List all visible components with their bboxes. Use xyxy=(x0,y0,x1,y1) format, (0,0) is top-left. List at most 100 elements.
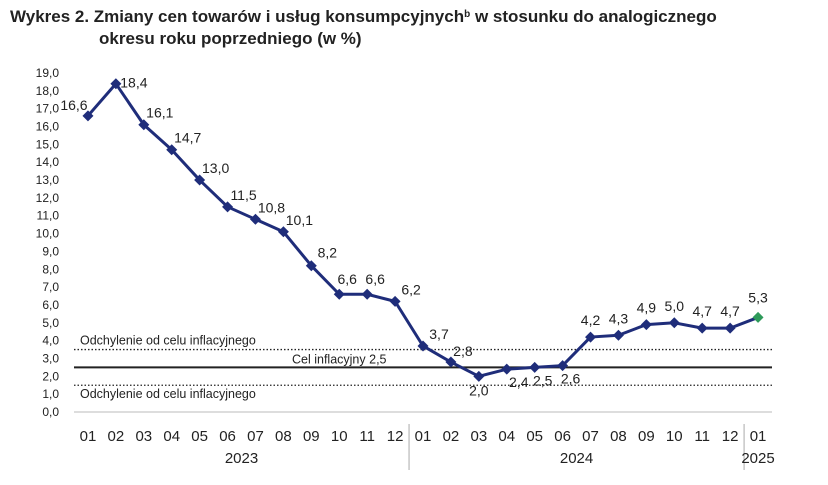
data-label: 4,3 xyxy=(609,310,629,326)
x-tick-label: 11 xyxy=(359,428,375,445)
x-tick-label: 12 xyxy=(722,428,739,445)
data-label: 2,0 xyxy=(469,382,489,398)
x-tick-label: 08 xyxy=(610,428,627,445)
data-label: 5,3 xyxy=(748,289,768,305)
data-label: 10,8 xyxy=(258,199,285,215)
data-point xyxy=(333,288,345,300)
x-tick-label: 02 xyxy=(443,428,460,445)
y-tick-label: 14,0 xyxy=(36,155,60,169)
x-tick-label: 01 xyxy=(80,428,97,445)
data-label: 4,7 xyxy=(692,303,712,319)
data-point xyxy=(473,370,485,382)
x-axis: 01 02 03 04 05 06 07 08 09 10 11 12 01 02 03 04 05 06 07 08… xyxy=(74,411,775,470)
data-label: 6,2 xyxy=(401,281,421,297)
y-tick-label: 5,0 xyxy=(42,316,59,330)
x-tick-label: 05 xyxy=(526,428,543,445)
reference-line-label: Cel inflacyjny 2,5 xyxy=(292,352,387,366)
y-tick-label: 12,0 xyxy=(36,191,60,205)
data-point xyxy=(417,340,429,352)
data-point xyxy=(501,363,513,375)
year-label: 2024 xyxy=(560,450,593,467)
data-labels: 16,618,416,114,713,011,510,810,18,26,6 6,… xyxy=(60,75,768,399)
y-tick-label: 16,0 xyxy=(36,120,60,134)
data-label: 18,4 xyxy=(120,75,147,91)
data-label: 3,7 xyxy=(429,326,449,342)
y-axis: 0,0 1,0 2,0 3,0 4,0 5,0 6,0 7,0 8,0 9,0 10,0 11,0 12… xyxy=(36,66,60,419)
data-point xyxy=(249,213,261,225)
data-point xyxy=(557,360,569,372)
data-point xyxy=(389,295,401,307)
data-label: 13,0 xyxy=(202,160,229,176)
title-line1: Wykres 2. Zmiany cen towarów i usług kon… xyxy=(10,7,717,26)
x-tick-label: 09 xyxy=(303,428,320,445)
x-tick-label: 07 xyxy=(247,428,264,445)
data-label: 16,6 xyxy=(60,97,87,113)
data-point xyxy=(585,331,597,343)
data-label: 2,8 xyxy=(453,343,473,359)
year-label: 2023 xyxy=(225,450,258,467)
y-tick-label: 18,0 xyxy=(36,84,60,98)
data-point xyxy=(668,317,680,329)
data-label: 8,2 xyxy=(318,245,338,261)
data-point xyxy=(612,329,624,341)
data-point xyxy=(640,319,652,331)
y-tick-label: 17,0 xyxy=(36,102,60,116)
x-tick-label: 12 xyxy=(387,428,404,445)
x-tick-label: 01 xyxy=(415,428,432,445)
data-point xyxy=(445,356,457,368)
data-label: 14,7 xyxy=(174,130,201,146)
y-tick-label: 2,0 xyxy=(42,369,59,383)
x-tick-label: 02 xyxy=(108,428,125,445)
y-tick-label: 1,0 xyxy=(42,387,59,401)
data-point xyxy=(138,119,150,131)
y-tick-label: 3,0 xyxy=(42,351,59,365)
data-label: 4,2 xyxy=(581,312,601,328)
data-label: 2,4 xyxy=(509,374,529,390)
series-line xyxy=(86,82,759,378)
reference-line-label: Odchylenie od celu inflacyjnego xyxy=(80,387,256,401)
y-tick-label: 10,0 xyxy=(36,227,60,241)
data-point xyxy=(696,322,708,334)
data-point xyxy=(752,311,764,323)
title-line2: okresu roku poprzedniego (w %) xyxy=(99,29,362,48)
data-point xyxy=(222,201,234,213)
y-tick-label: 8,0 xyxy=(42,262,59,276)
data-label: 10,1 xyxy=(286,212,313,228)
y-tick-label: 6,0 xyxy=(42,298,59,312)
data-label: 2,5 xyxy=(533,372,553,388)
x-tick-label: 09 xyxy=(638,428,655,445)
x-tick-label: 10 xyxy=(331,428,348,445)
x-tick-label: 06 xyxy=(219,428,236,445)
x-tick-label: 10 xyxy=(666,428,683,445)
reference-lines: Odchylenie od celu inflacyjnego Cel infla… xyxy=(74,334,772,401)
y-tick-label: 15,0 xyxy=(36,137,60,151)
data-label: 11,5 xyxy=(230,187,256,203)
y-tick-label: 9,0 xyxy=(42,244,59,258)
y-tick-label: 0,0 xyxy=(42,405,59,419)
x-tick-label: 01 xyxy=(750,428,767,445)
x-tick-label: 07 xyxy=(582,428,599,445)
y-tick-label: 13,0 xyxy=(36,173,60,187)
data-label: 16,1 xyxy=(146,105,173,121)
data-point xyxy=(305,260,317,272)
data-point xyxy=(361,288,373,300)
data-point xyxy=(82,110,94,122)
data-label: 6,6 xyxy=(338,271,358,287)
series xyxy=(82,78,764,382)
data-label: 4,7 xyxy=(720,303,740,319)
chart-title: Wykres 2. Zmiany cen towarów i usług kon… xyxy=(10,6,810,50)
data-label: 6,6 xyxy=(365,271,385,287)
x-tick-label: 04 xyxy=(498,428,515,445)
x-tick-label: 08 xyxy=(275,428,292,445)
data-point xyxy=(724,322,736,334)
y-tick-label: 7,0 xyxy=(42,280,59,294)
data-point xyxy=(529,361,541,373)
data-label: 2,6 xyxy=(561,371,581,387)
y-tick-label: 19,0 xyxy=(36,66,60,80)
x-tick-label: 06 xyxy=(554,428,571,445)
data-point xyxy=(110,78,122,90)
data-point xyxy=(166,144,178,156)
data-point xyxy=(194,174,206,186)
x-tick-label: 11 xyxy=(694,428,710,445)
